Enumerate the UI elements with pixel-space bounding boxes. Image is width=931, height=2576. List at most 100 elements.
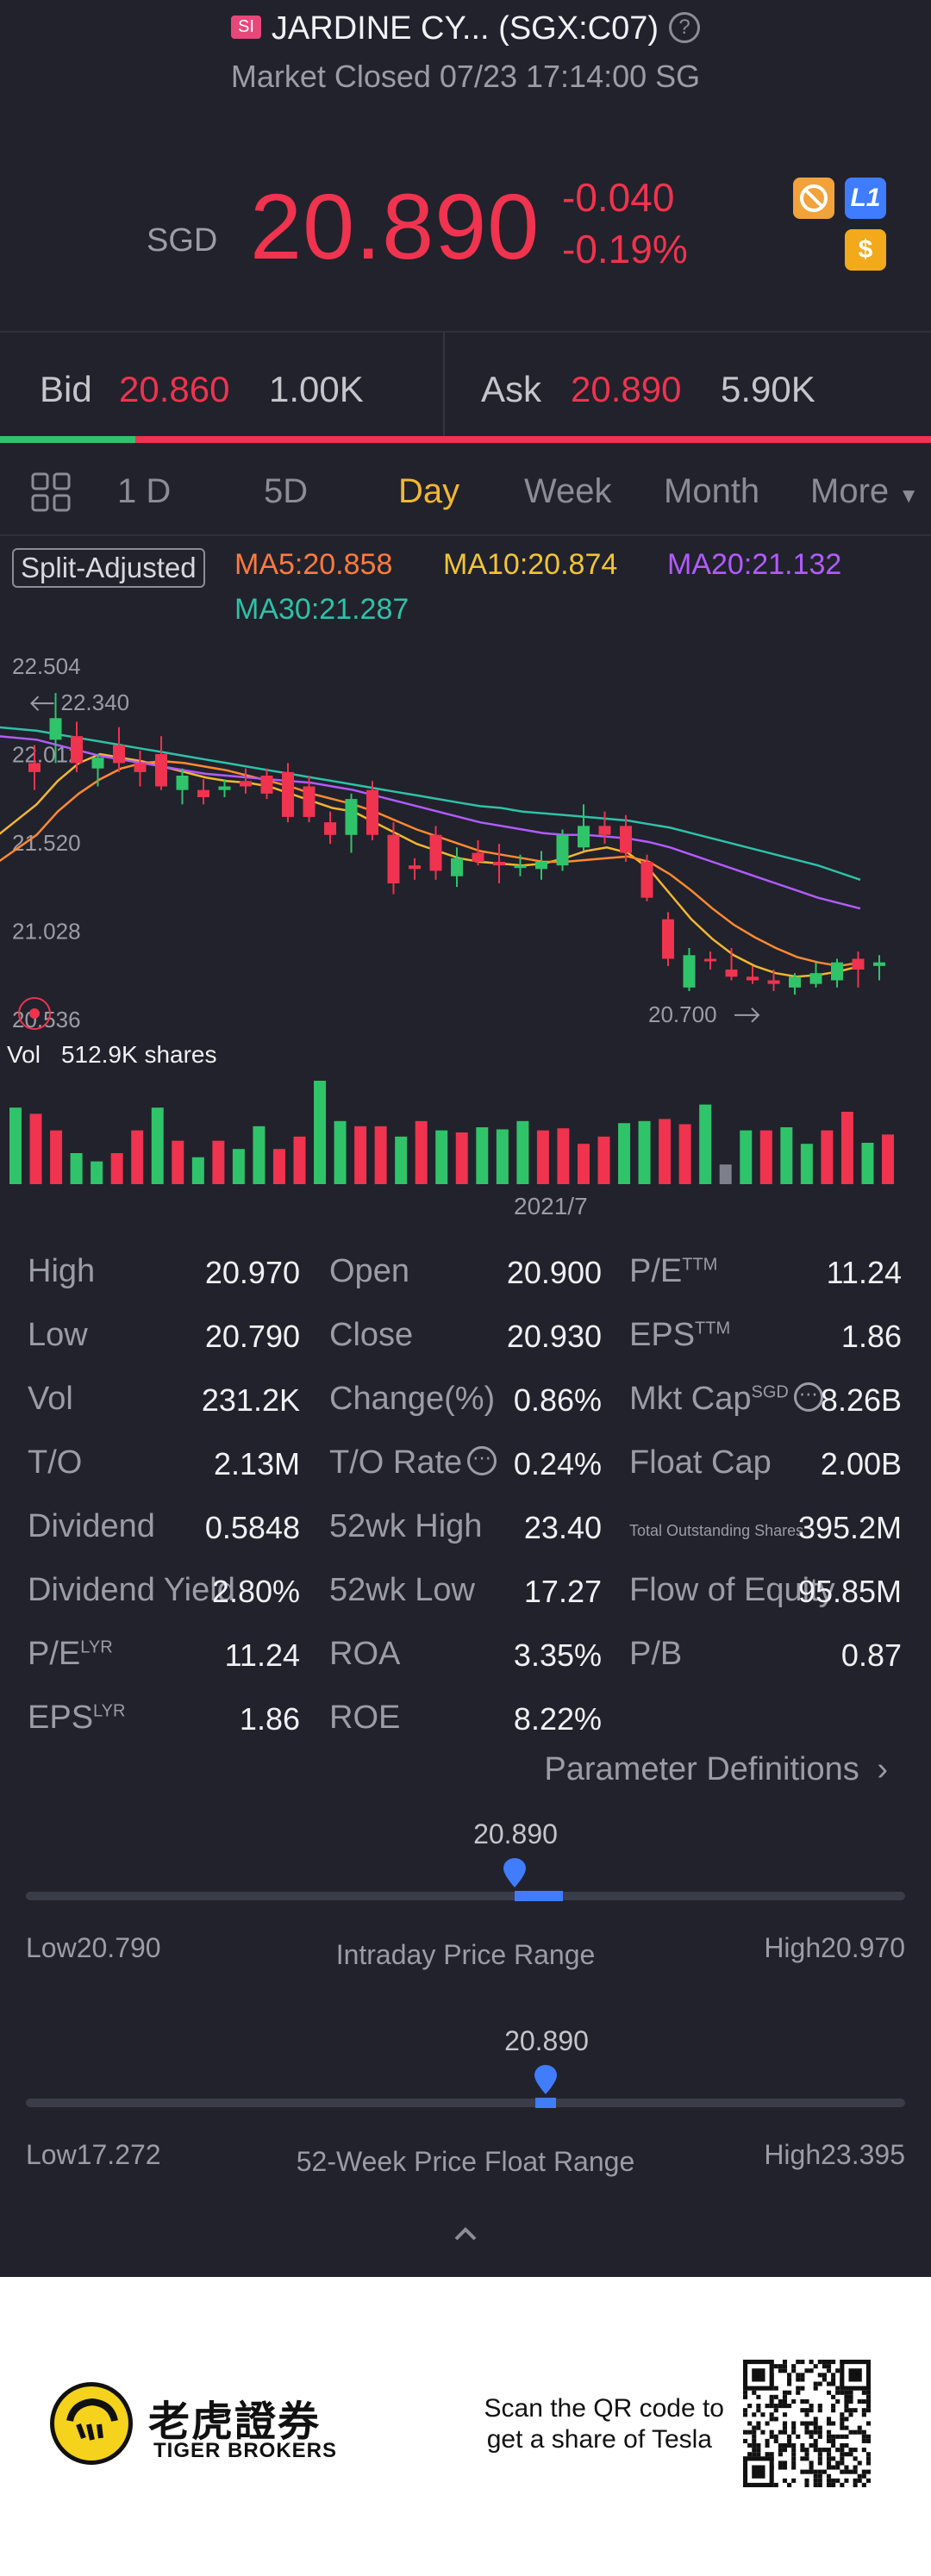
info-icon[interactable]: ⋯ — [793, 1382, 823, 1412]
stat-value: 1.86 — [840, 1319, 902, 1354]
stat-label-text: P/E — [28, 1636, 81, 1672]
stat-label: Float Cap — [629, 1444, 772, 1481]
max-price-label: 22.340 — [61, 689, 130, 715]
stat-label: Change(%) — [329, 1381, 495, 1418]
stat-label-text: Mkt Cap — [629, 1381, 752, 1417]
intraday-high-label: High — [764, 1932, 822, 1963]
brand-name-en: TIGER BROKERS — [153, 2439, 338, 2462]
bid-ratio-fill — [0, 436, 135, 443]
tab-1d[interactable]: 1 D — [117, 472, 172, 510]
ma10-value: MA10:20.874 — [443, 548, 618, 581]
qr-code-icon[interactable] — [743, 2360, 871, 2487]
stock-title-row[interactable]: SI JARDINE CY... (SGX:C07)? — [0, 10, 931, 47]
stat-label-text: Total Outstanding Shares — [629, 1522, 804, 1539]
stat-label: Vol — [28, 1381, 73, 1418]
stat-value: 95.85M — [797, 1574, 902, 1609]
split-adjusted-button[interactable]: Split-Adjusted — [12, 548, 205, 588]
stat-label-text: EPS — [28, 1700, 94, 1736]
candle-body — [598, 826, 611, 835]
candle-body — [240, 781, 252, 787]
stock-title: JARDINE CY... (SGX:C07) — [271, 10, 659, 47]
candle-body — [49, 718, 62, 740]
candle-body — [28, 763, 41, 772]
info-icon[interactable]: ⋯ — [467, 1445, 497, 1475]
stat-label: T/O Rate ⋯ — [329, 1444, 497, 1481]
candle-body — [71, 736, 83, 764]
tab-more-label: More — [810, 472, 890, 510]
promo-footer: 老虎證券 TIGER BROKERS Scan the QR code to g… — [0, 2277, 931, 2576]
help-icon[interactable]: ? — [669, 11, 700, 43]
no-sign-icon[interactable] — [793, 178, 834, 219]
tab-week[interactable]: Week — [524, 472, 612, 510]
volume-bar — [293, 1136, 306, 1184]
tab-more[interactable]: More ▼ — [810, 472, 919, 511]
volume-bar — [577, 1144, 590, 1184]
stat-label-text: Low — [28, 1317, 88, 1353]
ask-label: Ask — [481, 369, 542, 409]
ma30-value: MA30:21.287 — [234, 593, 409, 626]
max-arrow-icon — [30, 695, 54, 711]
tiger-brokers-logo — [50, 2382, 133, 2465]
week52-range-track — [26, 2099, 905, 2107]
stat-value: 20.930 — [506, 1319, 602, 1354]
candle-body — [725, 970, 738, 977]
grid-layout-icon[interactable] — [31, 472, 71, 512]
stat-label: ROE — [329, 1700, 400, 1737]
stat-label-text: Dividend — [28, 1508, 155, 1544]
parameter-definitions-label: Parameter Definitions — [544, 1751, 859, 1787]
volume-bar — [253, 1126, 266, 1184]
volume-bar — [678, 1124, 691, 1184]
candle-body — [747, 976, 759, 981]
stat-label: Total Outstanding Shares — [629, 1522, 803, 1540]
candle-body — [514, 865, 527, 869]
bid-price: 20.860 — [119, 369, 230, 409]
stats-row: Vol 231.2K Change(%) 0.86% Mkt CapSGD ⋯ 8.26B — [0, 1369, 931, 1432]
candle-body — [620, 826, 632, 853]
stat-label-superscript: SGD — [751, 1382, 789, 1402]
stats-row: Low 20.790 Close 20.930 EPSTTM 1.86 — [0, 1305, 931, 1369]
tab-day[interactable]: Day — [398, 472, 460, 510]
stat-label-text: ROE — [329, 1700, 401, 1736]
stat-label: Low — [28, 1317, 88, 1354]
volume-bar — [719, 1164, 732, 1184]
price-chart[interactable]: 22.504 22.012 21.520 21.028 20.536 22.340 20.7… — [0, 638, 931, 1215]
candle-body — [197, 789, 209, 797]
candle-body — [662, 919, 674, 959]
stat-label-text: T/O — [28, 1444, 83, 1481]
dollar-badge-icon[interactable]: $ — [845, 229, 886, 271]
candle-body — [429, 834, 442, 871]
stat-label: P/ETTM — [629, 1253, 717, 1290]
stats-row: EPSLYR 1.86 ROE 8.22% — [0, 1687, 931, 1751]
stat-label: P/B — [629, 1636, 682, 1673]
stat-label-text: Close — [329, 1317, 414, 1353]
volume-label: Vol 512.9K shares — [7, 1041, 217, 1069]
stat-label: EPSTTM — [629, 1317, 730, 1354]
tab-5d[interactable]: 5D — [264, 472, 309, 510]
stat-label-text: 52wk High — [329, 1508, 483, 1544]
stat-label: 52wk High — [329, 1508, 482, 1545]
stat-label-text: Dividend Yield — [28, 1572, 235, 1608]
candle-body — [472, 852, 484, 862]
stat-label: EPSLYR — [28, 1700, 125, 1737]
week52-high: High23.395 — [764, 2139, 905, 2171]
volume-bar — [212, 1140, 225, 1184]
week52-range-segment — [534, 2098, 556, 2108]
candle-body — [91, 758, 104, 769]
candle-body — [218, 786, 231, 790]
stat-label-text: High — [28, 1253, 96, 1289]
intraday-marker-icon — [503, 1858, 526, 1887]
collapse-chevron-up-icon[interactable] — [453, 2222, 478, 2248]
level1-badge-icon[interactable]: L1 — [845, 178, 886, 219]
stats-row: P/ELYR 11.24 ROA 3.35% P/B 0.87 — [0, 1624, 931, 1687]
volume-bar — [821, 1130, 834, 1184]
stat-value: 8.22% — [513, 1701, 602, 1737]
period-tabs: 1 D 5D Day Week Month More ▼ — [0, 450, 931, 536]
tab-month[interactable]: Month — [664, 472, 760, 510]
volume-bar — [374, 1126, 387, 1184]
parameter-definitions-link[interactable]: Parameter Definitions › — [544, 1751, 888, 1788]
bid-size: 1.00K — [269, 369, 364, 409]
volume-bar — [29, 1113, 42, 1184]
event-marker-dot — [29, 1008, 40, 1019]
indicator-legend: Split-Adjusted MA5:20.858 MA10:20.874 MA… — [0, 545, 931, 639]
stat-label-text: P/E — [629, 1253, 683, 1289]
